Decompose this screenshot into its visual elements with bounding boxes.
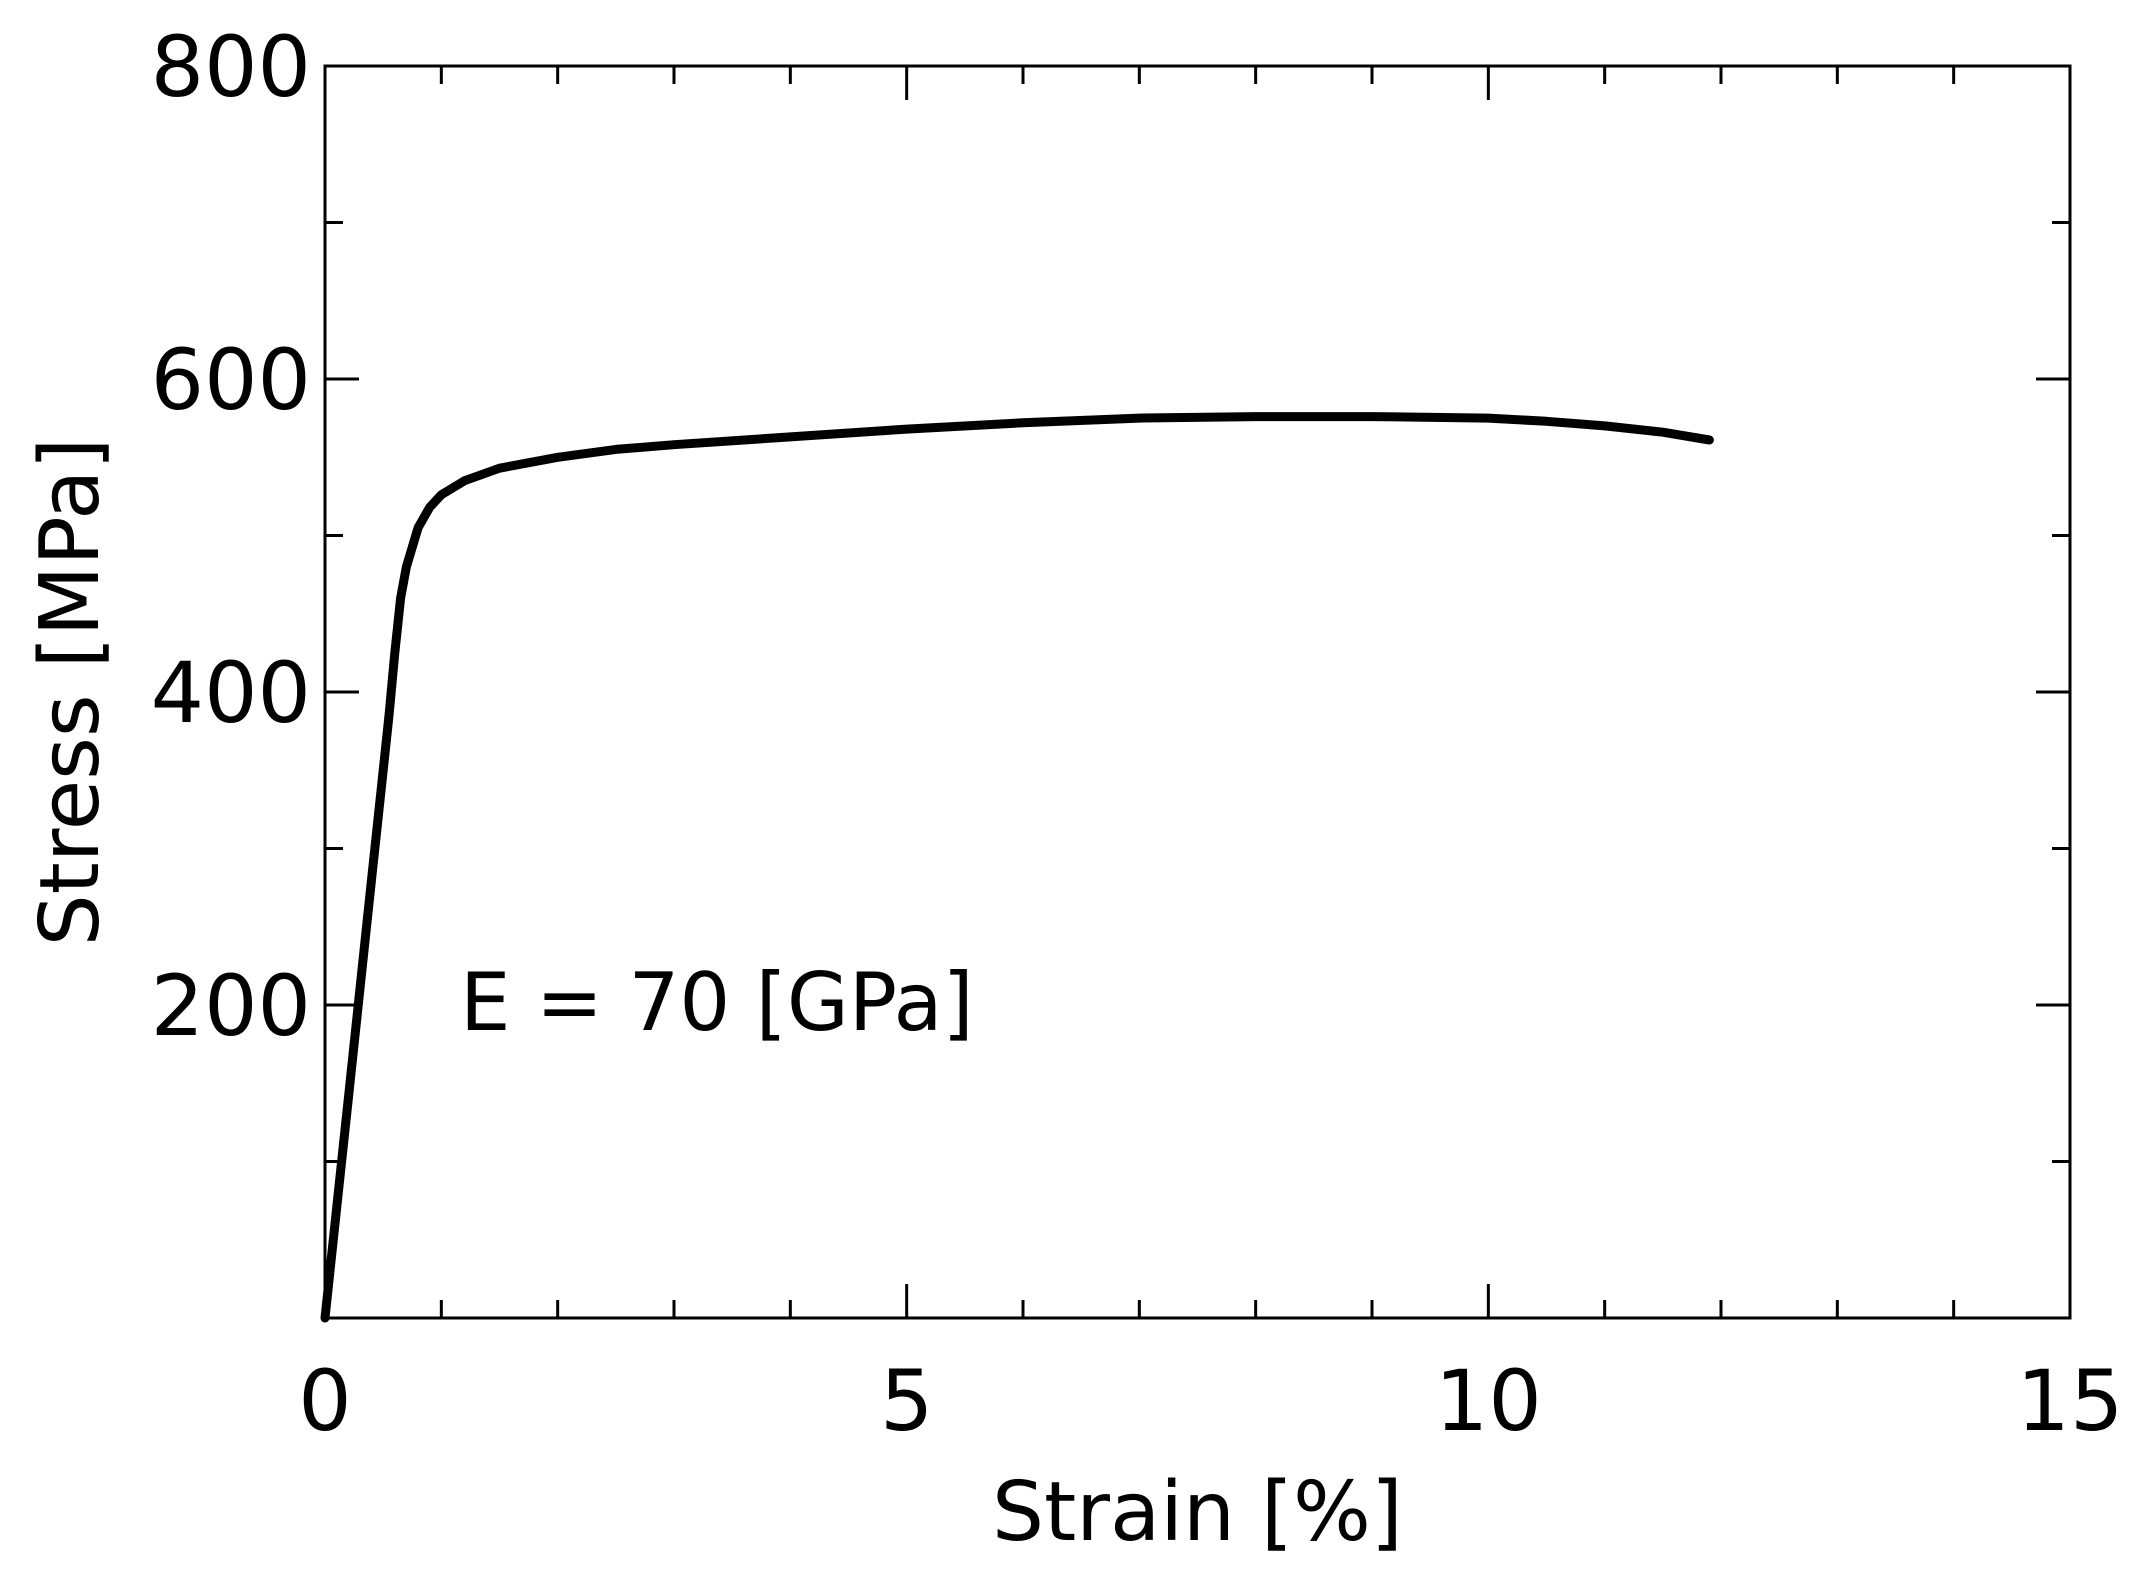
- modulus-annotation: E = 70 [GPa]: [460, 956, 974, 1049]
- plot-frame: [323, 64, 2072, 1320]
- tick-labels: 0 5 10 15 200 400 600 800: [151, 18, 2124, 1450]
- y-tick-label: 600: [151, 331, 311, 429]
- x-axis-title: Strain [%]: [992, 1465, 1403, 1560]
- y-tick-label: 800: [151, 18, 311, 116]
- x-tick-label: 15: [2017, 1352, 2124, 1450]
- y-axis-title: Stress [MPa]: [23, 438, 118, 947]
- x-tick-label: 10: [1435, 1352, 1542, 1450]
- x-tick-label: 5: [880, 1352, 933, 1450]
- axis-ticks: [323, 64, 2072, 1318]
- series-line-stress-strain: [320, 412, 1714, 1323]
- x-tick-label: 0: [298, 1352, 351, 1450]
- y-tick-label: 400: [151, 644, 311, 742]
- y-tick-label: 200: [151, 957, 311, 1055]
